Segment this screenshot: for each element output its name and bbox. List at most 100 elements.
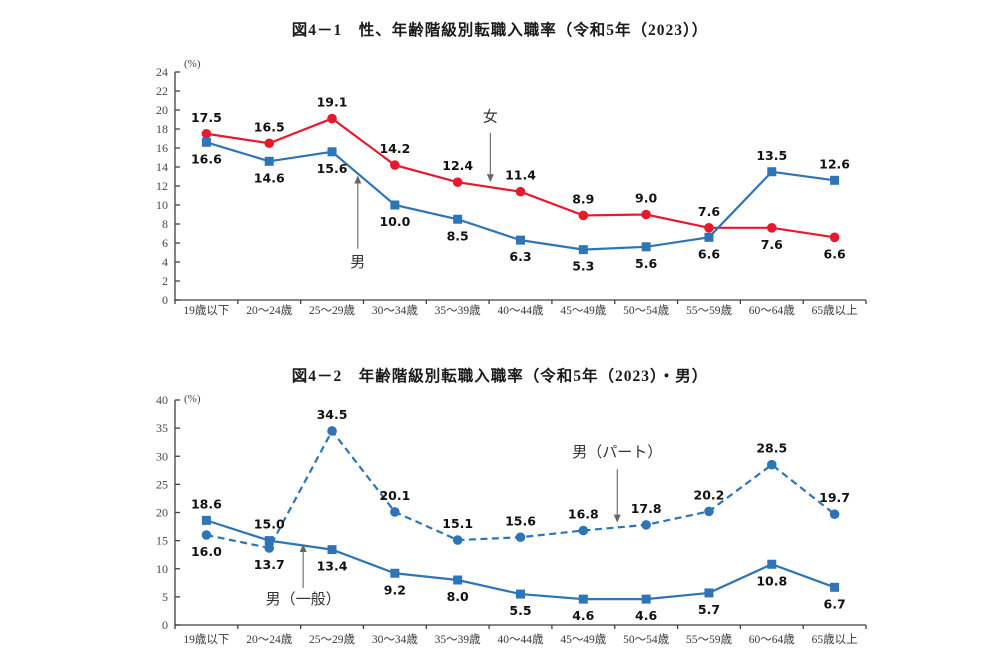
annotation-label: 女	[483, 108, 498, 126]
chart-figure-4-2: 0 5 10 15 20 25 30 35 40 19歳以下 20～24歳 25～29歳 30～34歳 3…	[156, 393, 867, 646]
series-男: 16.6 14.6 15.6 10.0 8.5 6.3 5.3 5.6 6.6 13.5 12.6	[191, 137, 850, 274]
svg-text:25～29歳: 25～29歳	[309, 633, 355, 646]
data-label: 11.4	[505, 168, 536, 183]
marker-circle	[327, 113, 337, 124]
data-label: 6.7	[824, 596, 846, 611]
chart-title-fig4-1: 図4－1 性、年齢階級別転職入職率（令和5年（2023））	[291, 22, 709, 39]
data-label: 16.0	[191, 544, 222, 559]
data-label: 10.0	[379, 214, 410, 229]
data-label: 15.1	[442, 516, 473, 531]
svg-text:6: 6	[162, 236, 168, 250]
marker-square	[767, 559, 777, 569]
data-label: 12.6	[819, 156, 850, 171]
svg-text:35～39歳: 35～39歳	[435, 633, 481, 646]
annotation-arrowhead-icon	[299, 544, 307, 552]
svg-text:45～49歳: 45～49歳	[560, 304, 606, 317]
data-label: 8.5	[447, 228, 469, 243]
data-label: 4.6	[635, 608, 657, 623]
data-label: 34.5	[317, 407, 348, 422]
annotation-男: 男	[350, 175, 365, 271]
data-label: 16.6	[191, 151, 222, 166]
marker-circle	[264, 138, 275, 149]
data-label: 13.4	[317, 559, 348, 574]
svg-text:19歳以下: 19歳以下	[183, 304, 229, 317]
data-label: 5.5	[509, 603, 531, 618]
svg-text:35: 35	[156, 421, 168, 435]
marker-circle	[766, 223, 777, 233]
data-label: 8.0	[447, 589, 469, 604]
data-label: 15.6	[317, 161, 348, 176]
marker-square	[201, 515, 211, 525]
marker-square	[578, 594, 588, 604]
marker-square	[264, 156, 274, 166]
marker-square	[704, 588, 714, 598]
data-label: 6.6	[698, 246, 720, 261]
data-label: 9.2	[384, 582, 406, 597]
data-label: 28.5	[756, 441, 787, 456]
marker-circle	[641, 209, 651, 220]
marker-circle	[578, 210, 589, 221]
marker-square	[390, 568, 400, 578]
svg-text:20: 20	[156, 506, 168, 520]
data-label: 4.6	[572, 608, 594, 623]
svg-text:40～44歳: 40～44歳	[498, 633, 544, 646]
data-label: 9.0	[635, 191, 657, 206]
svg-text:50～54歳: 50～54歳	[623, 633, 669, 646]
svg-text:14: 14	[156, 160, 168, 174]
marker-square	[327, 545, 337, 555]
marker-square	[704, 232, 714, 242]
series-男（一般）: 18.6 15.0 13.4 9.2 8.0 5.5 4.6 4.6 5.7 10.8 6.7	[191, 496, 846, 623]
marker-square	[641, 242, 651, 252]
svg-text:25～29歳: 25～29歳	[309, 304, 355, 317]
annotation-女: 女	[483, 108, 498, 183]
svg-text:18: 18	[156, 122, 168, 136]
marker-circle	[515, 186, 526, 197]
data-label: 10.8	[756, 573, 787, 588]
data-label: 7.6	[698, 204, 720, 219]
svg-text:20: 20	[156, 103, 168, 117]
data-label: 18.6	[191, 496, 222, 511]
svg-text:25: 25	[156, 477, 168, 491]
svg-text:24: 24	[156, 65, 168, 79]
svg-text:65歳以上: 65歳以上	[812, 304, 858, 317]
data-label: 16.5	[254, 119, 285, 134]
svg-text:16: 16	[156, 141, 168, 155]
marker-square	[453, 214, 463, 224]
svg-text:35～39歳: 35～39歳	[435, 304, 481, 317]
data-label: 17.5	[191, 110, 222, 125]
data-label: 16.8	[568, 507, 599, 522]
annotation-label: 男（パート）	[572, 444, 662, 461]
marker-circle	[578, 525, 589, 536]
svg-text:55～59歳: 55～59歳	[686, 633, 732, 646]
svg-text:10: 10	[156, 562, 168, 576]
svg-text:2: 2	[162, 274, 168, 288]
svg-text:19歳以下: 19歳以下	[183, 633, 229, 646]
svg-text:5: 5	[162, 590, 168, 604]
svg-text:50～54歳: 50～54歳	[623, 304, 669, 317]
svg-text:0: 0	[162, 293, 168, 307]
marker-circle	[704, 506, 714, 517]
data-label: 15.0	[254, 517, 285, 532]
marker-circle	[829, 509, 840, 519]
annotation-男（パート）: 男（パート）	[572, 444, 662, 523]
marker-circle	[390, 160, 400, 170]
svg-text:60～64歳: 60～64歳	[749, 633, 795, 646]
annotation-男（一般）: 男（一般）	[266, 544, 341, 608]
marker-square	[830, 175, 840, 185]
marker-square	[830, 582, 840, 592]
axis-tick-labels: 0 5 10 15 20 25 30 35 40 19歳以下 20～24歳 25～29歳 30～34歳 3…	[156, 393, 858, 646]
marker-circle	[452, 535, 463, 545]
svg-text:65歳以上: 65歳以上	[812, 633, 858, 646]
series-男（パート）: 16.0 13.7 34.5 20.1 15.1 15.6 16.8 17.8 20.2 28.5…	[191, 407, 850, 572]
svg-text:60～64歳: 60～64歳	[749, 304, 795, 317]
marker-square	[641, 594, 651, 604]
marker-circle	[641, 520, 651, 530]
marker-circle	[390, 507, 400, 517]
annotation-arrowhead-icon	[486, 174, 494, 183]
data-label: 5.6	[635, 256, 657, 271]
svg-text:22: 22	[156, 84, 168, 98]
svg-text:45～49歳: 45～49歳	[560, 633, 606, 646]
svg-text:4: 4	[162, 255, 168, 269]
